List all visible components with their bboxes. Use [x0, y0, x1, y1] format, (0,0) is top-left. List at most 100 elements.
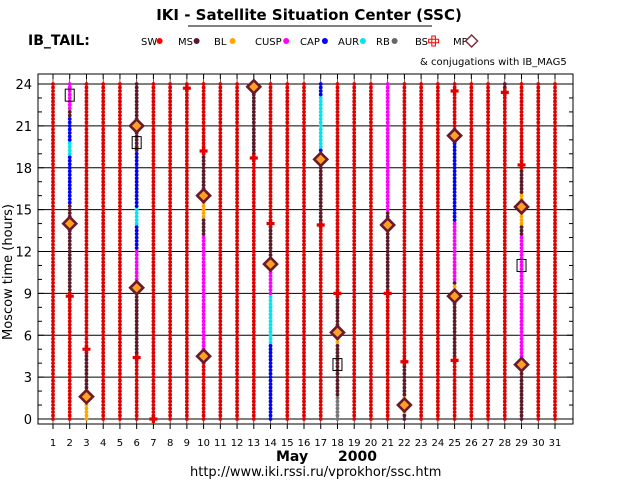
region-dot [285, 301, 290, 306]
region-dot [369, 389, 373, 393]
region-dot [101, 92, 106, 97]
region-dot [168, 179, 173, 184]
x-tick-label: 23 [415, 438, 428, 449]
region-dot [285, 392, 290, 397]
region-dot [67, 322, 72, 327]
region-dot [101, 256, 106, 261]
region-dot [519, 183, 524, 188]
region-dot [486, 99, 490, 104]
region-dot [201, 103, 206, 107]
region-dot [452, 162, 457, 167]
region-dot [118, 392, 122, 397]
region-dot [268, 137, 273, 142]
region-dot [201, 214, 206, 219]
region-dot [51, 333, 55, 338]
region-dot [51, 144, 55, 149]
region-dot [402, 99, 407, 104]
region-dot [385, 162, 390, 167]
region-dot [51, 392, 55, 397]
region-dot [402, 347, 407, 352]
region-dot [419, 326, 424, 331]
region-dot [101, 197, 106, 202]
region-dot [218, 343, 223, 348]
region-dot [84, 130, 89, 135]
region-dot [519, 301, 524, 306]
region-dot [251, 291, 256, 296]
region-dot [435, 162, 440, 167]
region-dot [235, 99, 239, 104]
region-dot [553, 130, 557, 135]
region-dot [519, 298, 524, 303]
region-dot [67, 343, 72, 348]
region-dot [385, 165, 390, 170]
region-dot [184, 211, 189, 216]
region-dot [251, 120, 256, 125]
region-dot [84, 291, 89, 296]
region-dot [201, 106, 206, 111]
region-dot [67, 361, 72, 366]
x-tick-label: 28 [498, 438, 511, 449]
region-dot [201, 281, 206, 285]
region-dot [318, 274, 323, 278]
region-dot [553, 294, 557, 299]
region-dot [352, 329, 357, 334]
region-dot [452, 197, 457, 202]
region-dot [184, 148, 189, 153]
region-dot [469, 308, 474, 313]
region-dot [235, 277, 239, 282]
magnetopause-marker [245, 78, 263, 96]
region-dot [101, 319, 106, 324]
region-dot [251, 200, 256, 205]
region-dot [101, 267, 106, 271]
region-dot [151, 242, 156, 247]
region-dot [318, 141, 323, 146]
region-dot [218, 137, 223, 142]
region-dot [302, 287, 306, 292]
region-dot [268, 228, 273, 233]
region-dot [335, 267, 340, 271]
region-dot [184, 120, 189, 125]
region-dot [218, 392, 223, 397]
region-dot [486, 294, 490, 299]
region-dot [235, 361, 239, 366]
region-dot [402, 336, 407, 341]
region-dot [201, 343, 206, 348]
region-dot [335, 413, 340, 418]
region-dot [235, 308, 239, 313]
region-dot [184, 298, 189, 303]
region-dot [168, 403, 173, 407]
region-dot [452, 284, 457, 289]
region-dot [553, 392, 557, 397]
region-dot [402, 176, 407, 181]
region-dot [419, 186, 424, 191]
region-dot [218, 274, 223, 278]
region-dot [352, 312, 357, 317]
region-dot [469, 96, 474, 100]
region-dot [318, 256, 323, 261]
region-dot [469, 294, 474, 299]
region-dot [118, 85, 122, 90]
region-dot [553, 193, 557, 198]
region-dot [168, 287, 173, 292]
region-dot [318, 375, 323, 380]
x-tick-label: 20 [365, 438, 378, 449]
region-dot [469, 200, 474, 205]
region-dot [486, 291, 490, 296]
region-dot [251, 246, 256, 250]
region-dot [318, 410, 323, 414]
region-dot [402, 204, 407, 209]
region-dot [419, 190, 424, 195]
region-dot [84, 96, 89, 100]
region-dot [402, 291, 407, 296]
region-dot [302, 96, 306, 100]
region-dot [151, 137, 156, 142]
region-dot [302, 165, 306, 170]
region-dot [435, 347, 440, 352]
region-dot [84, 406, 89, 411]
region-dot [235, 389, 239, 393]
region-dot [101, 403, 106, 407]
region-dot [151, 158, 156, 163]
region-dot [285, 305, 290, 310]
bow-shock-marker [400, 357, 409, 366]
region-dot [84, 361, 89, 366]
